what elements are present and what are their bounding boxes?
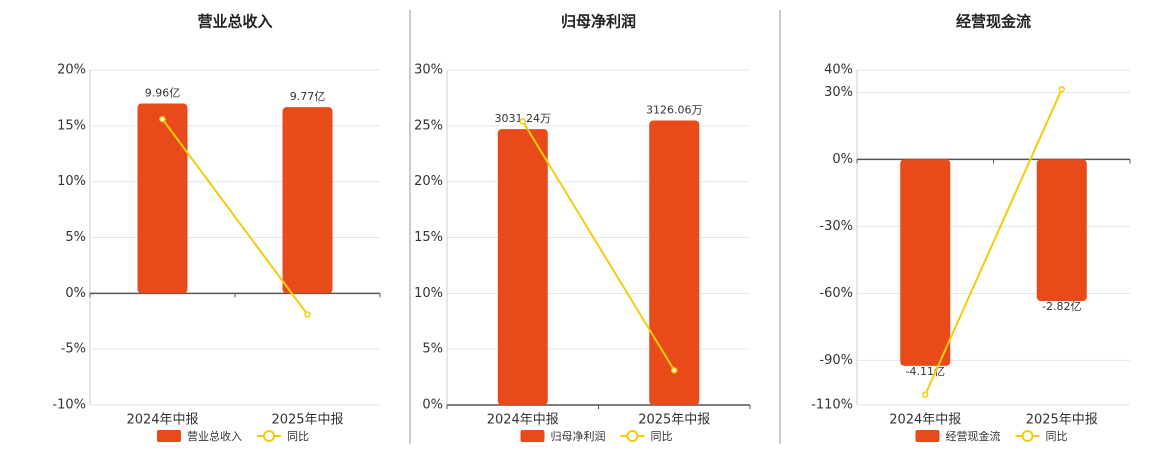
y-tick-label: 15% [57,118,86,133]
y-tick-label: -10% [52,398,86,413]
legend-swatch [915,430,940,442]
x-tick-label: 2024年中报 [487,413,559,428]
bar [900,159,951,366]
y-tick-label: -60% [819,286,853,301]
legend-label: 归母净利润 [551,429,606,443]
x-tick-label: 2024年中报 [126,413,198,428]
legend-marker [263,430,275,442]
legend-marker [1021,430,1034,442]
yoy-point [159,115,166,123]
y-tick-label: 5% [65,230,86,245]
legend-swatch [520,430,545,442]
y-tick-label: 10% [414,286,443,301]
legend-label: 经营现金流 [946,429,1001,443]
y-tick-label: 25% [414,118,443,133]
bar [282,107,333,294]
y-tick-label: 15% [414,230,443,245]
legend-marker [626,430,639,442]
y-tick-label: -5% [61,342,86,357]
yoy-point [519,118,526,125]
legend-label: 同比 [287,430,309,443]
chart-title: 营业总收入 [197,13,272,31]
y-tick-label: 20% [414,174,443,189]
value-label: -4.11亿 [906,365,945,378]
legend-label: 营业总收入 [187,429,242,443]
value-label: 9.77亿 [290,90,326,103]
yoy-line [521,120,676,371]
yoy-point [304,311,311,318]
chart-title: 经营现金流 [956,13,1031,31]
y-tick-label: 30% [414,63,443,78]
x-tick-label: 2025年中报 [1026,413,1098,428]
yoy-line [161,118,309,316]
y-tick-label: 0% [422,398,443,413]
yoy-point [922,391,929,398]
y-tick-label: 20% [57,63,86,78]
legend-label: 同比 [1046,430,1068,443]
yoy-point [1058,85,1065,93]
bar [649,120,700,406]
bar [497,129,548,405]
y-tick-label: -110% [811,398,853,413]
x-tick-label: 2025年中报 [638,413,710,428]
chart-title: 归母净利润 [561,13,636,31]
x-tick-label: 2024年中报 [889,413,961,428]
y-tick-label: -90% [819,353,853,368]
y-tick-label: 30% [824,85,853,100]
yoy-line [924,88,1063,396]
x-tick-label: 2025年中报 [271,413,343,428]
yoy-point [671,367,678,374]
value-label: -2.82亿 [1042,300,1081,313]
y-tick-label: 5% [422,342,443,357]
bar [137,103,188,294]
y-tick-label: 10% [57,174,86,189]
value-label: 3126.06万 [646,104,703,117]
y-tick-label: 0% [832,152,853,167]
legend-label: 同比 [651,430,673,443]
value-label: 9.96亿 [145,87,181,100]
legend-swatch [157,430,181,442]
y-tick-label: 40% [824,63,853,78]
y-tick-label: 0% [65,286,86,301]
bar [1036,159,1087,302]
y-tick-label: -30% [819,219,853,234]
